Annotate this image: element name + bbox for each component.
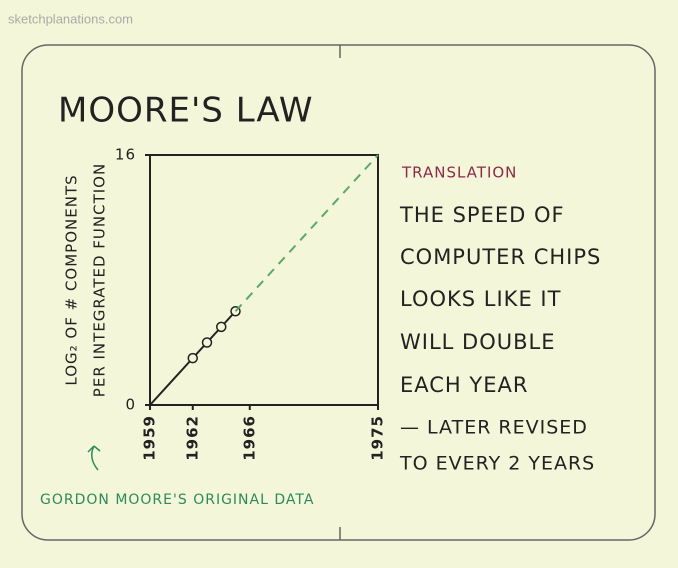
data-line: [234, 154, 379, 312]
x-tick-label: 1966: [240, 415, 258, 461]
plot-frame: [149, 154, 379, 406]
y-tick-label: 16: [115, 146, 136, 164]
x-tick-label: 1962: [183, 415, 201, 461]
data-point: [216, 321, 227, 333]
x-tick-label: 1959: [141, 415, 159, 461]
data-point: [201, 337, 213, 348]
y-axis-label: PER INTEGRATED FUNCTION: [91, 163, 109, 397]
revision-line: TO EVERY 2 YEARS: [399, 453, 595, 475]
y-tick-label: 0: [125, 396, 136, 414]
translation-line: LOOKS LIKE IT: [400, 287, 561, 311]
translation-line: COMPUTER CHIPS: [400, 245, 601, 269]
translation-line: THE SPEED OF: [399, 203, 565, 227]
title: MOORE'S LAW: [58, 91, 313, 131]
revision-line: — LATER REVISED: [400, 417, 588, 439]
translation-heading: TRANSLATION: [401, 164, 517, 182]
arrow: [87, 445, 101, 471]
data-point: [187, 352, 198, 364]
y-axis-label: LOG₂ OF # COMPONENTS: [63, 174, 81, 385]
source: sketchplanations.com: [8, 11, 133, 26]
card-border: [21, 44, 656, 541]
x-tick-label: 1975: [369, 415, 387, 461]
translation-line: EACH YEAR: [400, 373, 528, 397]
annotation: GORDON MOORE'S ORIGINAL DATA: [40, 492, 314, 508]
translation-line: WILL DOUBLE: [400, 330, 555, 354]
